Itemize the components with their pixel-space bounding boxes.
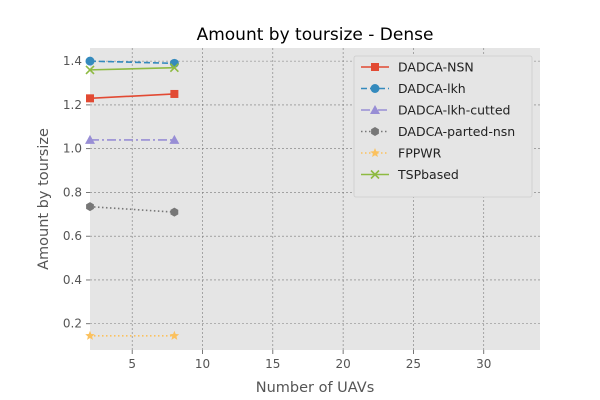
data-point	[85, 65, 95, 75]
x-tick-label: 25	[406, 357, 421, 371]
legend-marker	[370, 84, 380, 93]
legend-label: FPPWR	[398, 146, 442, 161]
data-point	[85, 56, 95, 66]
data-point	[170, 89, 179, 98]
y-tick-label: 0.4	[63, 273, 82, 287]
y-axis-label: Amount by toursize	[36, 128, 52, 270]
y-tick-label: 0.6	[63, 229, 82, 243]
series-line	[89, 66, 175, 71]
legend-box	[353, 55, 533, 198]
series-fppwr	[85, 330, 180, 340]
y-tick-label: 1.4	[63, 54, 82, 68]
legend-label: DADCA-parted-nsn	[398, 124, 515, 139]
grid-lines	[90, 48, 540, 350]
legend-entry: TSPbased	[361, 167, 459, 182]
legend-marker	[371, 127, 379, 136]
series-line	[89, 93, 175, 100]
data-point	[86, 202, 94, 212]
series-dadca-nsn	[86, 89, 179, 103]
x-tick-label: 15	[265, 357, 280, 371]
x-tick-label: 5	[128, 357, 136, 371]
data-point	[86, 94, 94, 103]
data-point	[169, 58, 179, 68]
x-axis-label: Number of UAVs	[256, 380, 375, 396]
series-group	[85, 56, 180, 340]
legend: DADCA-NSN DADCA-lkh DADCA-lkh-cutted DADCA-…	[353, 55, 533, 198]
series-dadca-parted-nsn	[86, 202, 179, 217]
legend-entry: DADCA-parted-nsn	[361, 124, 515, 139]
legend-marker	[370, 105, 380, 114]
legend-entry: DADCA-lkh-cutted	[361, 103, 510, 118]
data-point	[169, 63, 179, 73]
legend-label: DADCA-lkh	[398, 81, 466, 96]
chart-title: Amount by toursize - Dense	[197, 25, 434, 45]
y-axis-ticks: 0.2 0.4 0.6 0.8 1.0 1.2 1.4	[63, 54, 90, 331]
legend-label: DADCA-lkh-cutted	[398, 103, 510, 118]
series-tspbased	[85, 63, 179, 75]
x-tick-label: 30	[476, 357, 491, 371]
legend-label: TSPbased	[397, 167, 459, 182]
data-point	[85, 134, 95, 144]
legend-entry: DADCA-lkh	[361, 81, 466, 96]
data-point	[169, 330, 180, 340]
y-tick-label: 1.0	[63, 142, 82, 156]
legend-entry: DADCA-NSN	[361, 60, 474, 75]
series-line	[89, 60, 175, 65]
y-tick-label: 1.2	[63, 98, 82, 112]
legend-marker	[370, 148, 380, 158]
y-tick-label: 0.2	[63, 317, 82, 331]
data-point	[169, 134, 180, 144]
data-point	[85, 330, 95, 340]
legend-marker	[370, 169, 380, 180]
legend-marker	[371, 63, 379, 71]
legend-label: DADCA-NSN	[398, 60, 474, 75]
x-axis-ticks: 5 10 15 20 25 30	[128, 350, 491, 371]
data-point	[170, 207, 179, 217]
y-tick-label: 0.8	[63, 185, 82, 199]
legend-entry: FPPWR	[361, 146, 442, 161]
x-tick-label: 20	[335, 357, 350, 371]
x-tick-label: 10	[195, 357, 210, 371]
series-dadca-lkh-cutted	[85, 134, 180, 144]
